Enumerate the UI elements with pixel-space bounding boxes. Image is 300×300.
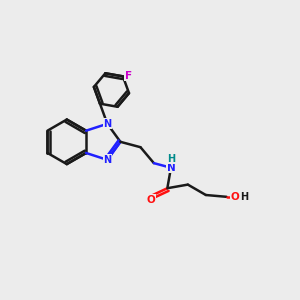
Text: N: N xyxy=(103,155,111,165)
Text: N: N xyxy=(167,163,175,173)
Text: O: O xyxy=(147,195,155,205)
Text: F: F xyxy=(125,71,132,81)
Text: H: H xyxy=(167,154,175,164)
Text: N: N xyxy=(103,119,111,129)
Text: O: O xyxy=(230,192,239,202)
Text: H: H xyxy=(240,192,248,202)
